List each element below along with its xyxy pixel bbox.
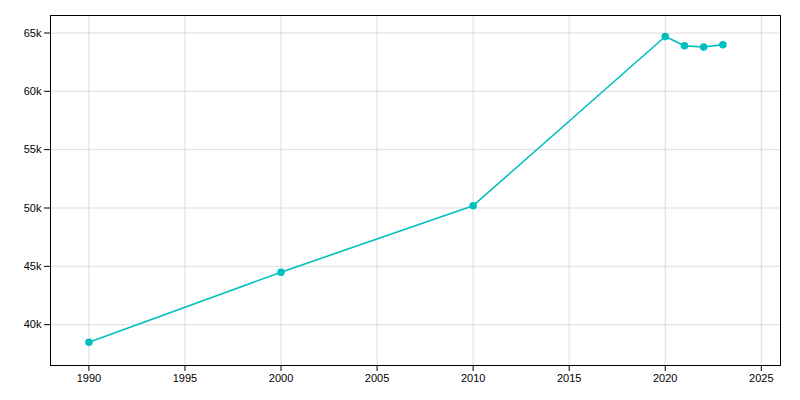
svg-text:2000: 2000 <box>269 372 293 384</box>
svg-text:55k: 55k <box>24 143 42 155</box>
svg-text:50k: 50k <box>24 202 42 214</box>
svg-text:1990: 1990 <box>77 372 101 384</box>
svg-text:2005: 2005 <box>365 372 389 384</box>
svg-text:45k: 45k <box>24 260 42 272</box>
svg-text:40k: 40k <box>24 318 42 330</box>
svg-text:2020: 2020 <box>653 372 677 384</box>
svg-text:2015: 2015 <box>557 372 581 384</box>
svg-text:2010: 2010 <box>461 372 485 384</box>
svg-text:1995: 1995 <box>173 372 197 384</box>
svg-text:65k: 65k <box>24 27 42 39</box>
svg-text:2025: 2025 <box>749 372 773 384</box>
svg-text:60k: 60k <box>24 85 42 97</box>
